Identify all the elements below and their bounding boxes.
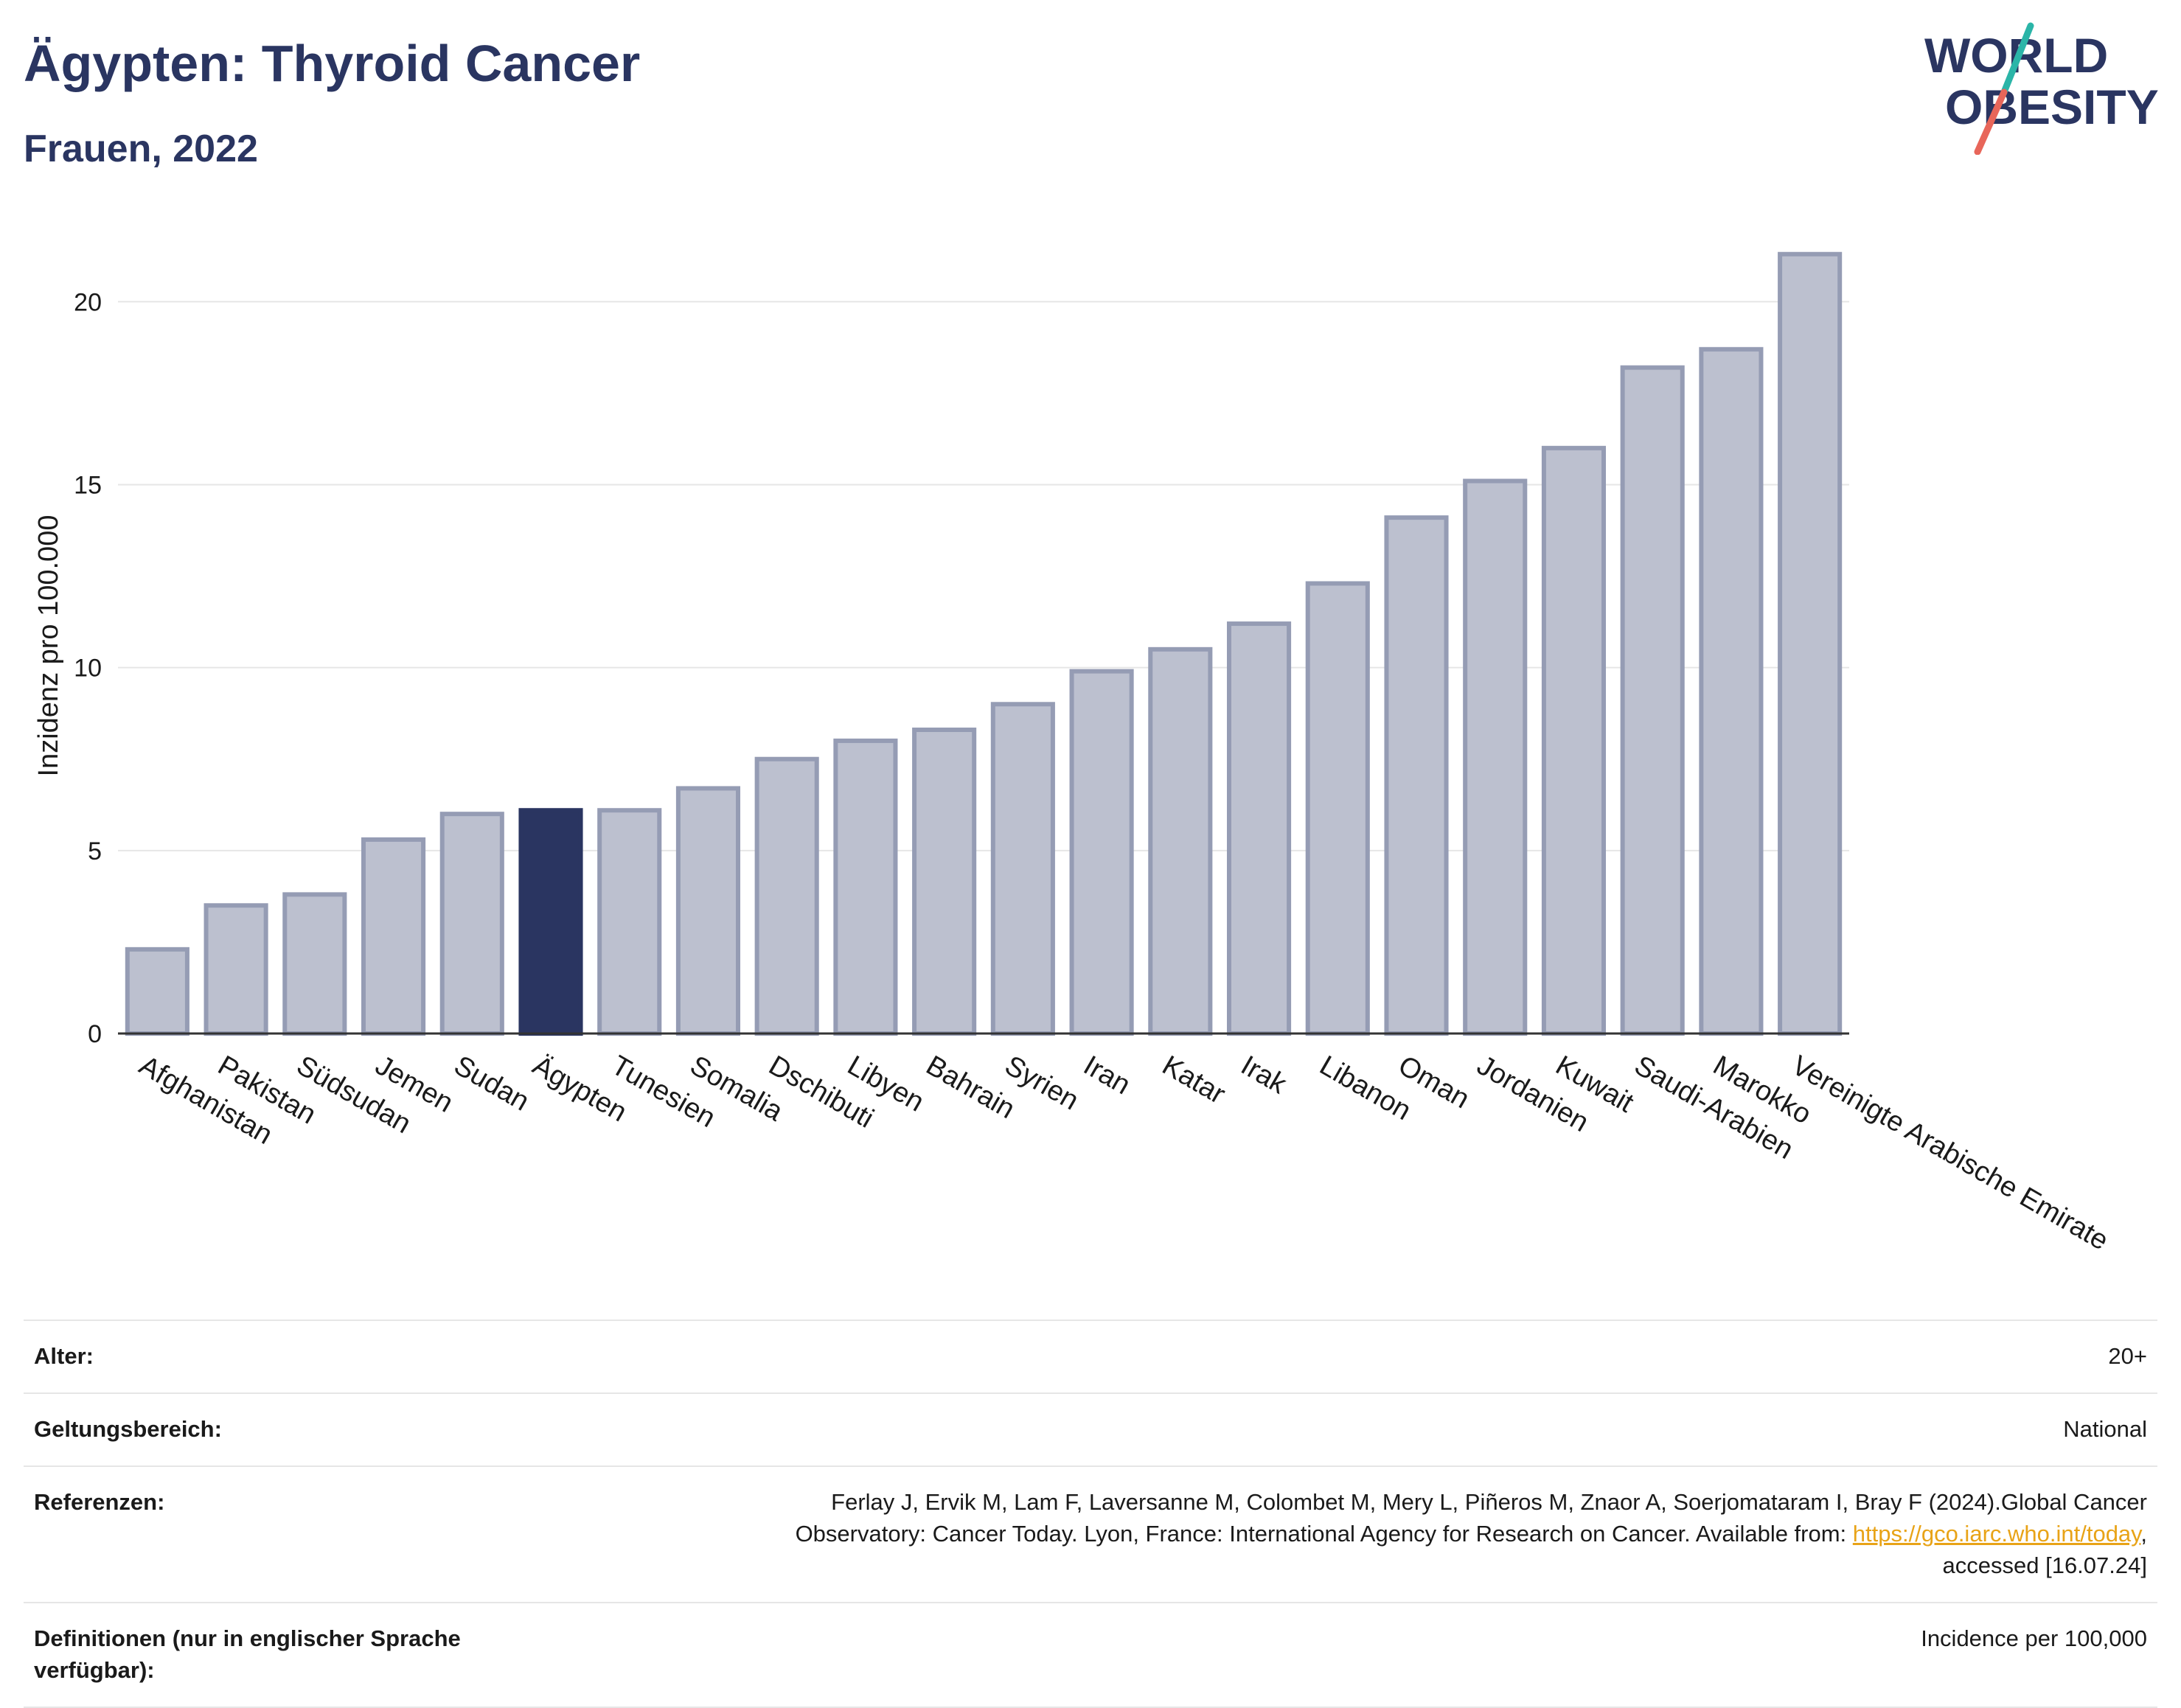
bar-2 (282, 892, 347, 1036)
meta-label-age: Alter: (34, 1343, 94, 1369)
bar-14 (1226, 621, 1292, 1036)
bar-21 (1778, 251, 1843, 1036)
bar-6 (597, 808, 662, 1036)
bar-17 (1463, 478, 1528, 1036)
bar-19 (1620, 365, 1685, 1036)
y-axis-label: Inzidenz pro 100.000 (33, 515, 64, 777)
logo-text-obesity: OBESITY (1945, 80, 2159, 134)
y-tick-label: 20 (74, 288, 102, 316)
logo-slash-top (2000, 22, 2034, 96)
bar-8 (754, 756, 819, 1036)
meta-row-references: Referenzen: Ferlay J, Ervik M, Lam F, La… (24, 1465, 2157, 1602)
x-tick-label: Iran (1078, 1050, 1135, 1101)
bar-20 (1699, 346, 1764, 1036)
meta-row-age: Alter: 20+ (24, 1320, 2157, 1392)
meta-label-definitions: Definitionen (nur in englischer Sprache … (34, 1625, 461, 1683)
y-tick-label: 5 (88, 837, 102, 865)
x-tick-label: Vereinigte Arabische Emirate (1787, 1050, 2114, 1256)
bar-13 (1148, 646, 1213, 1036)
bar-1 (204, 903, 268, 1036)
y-tick-label: 10 (74, 655, 102, 683)
meta-label-references: Referenzen: (34, 1489, 165, 1515)
meta-value-scope: National (2063, 1416, 2147, 1442)
logo-slash-bottom (1974, 88, 2008, 155)
world-obesity-logo: WORLD OBESITY (1924, 22, 2159, 155)
y-tick-label: 15 (74, 471, 102, 499)
reference-text-line2-end: , (2140, 1521, 2147, 1547)
x-tick-label: Katar (1157, 1050, 1231, 1110)
bar-10 (912, 728, 977, 1036)
reference-link[interactable]: https://gco.iarc.who.int/today (1852, 1521, 2141, 1547)
meta-label-scope: Geltungsbereich: (34, 1416, 222, 1442)
reference-text-line1: Ferlay J, Ervik M, Lam F, Laversanne M, … (831, 1489, 2147, 1515)
x-tick-label: Irak (1236, 1050, 1293, 1101)
bar-15 (1305, 581, 1370, 1036)
bar-16 (1384, 515, 1449, 1036)
bar-0 (125, 947, 189, 1036)
x-tick-label: Sudan (449, 1050, 535, 1117)
meta-row-definitions: Definitionen (nur in englischer Sprache … (24, 1602, 2157, 1708)
bar-3 (361, 837, 426, 1036)
page-title: Ägypten: Thyroid Cancer (24, 35, 641, 92)
bar-4 (439, 812, 504, 1036)
reference-text-line2: Observatory: Cancer Today. Lyon, France:… (795, 1521, 1853, 1547)
bar-7 (675, 786, 741, 1036)
y-tick-label: 0 (88, 1020, 102, 1048)
bar-12 (1069, 669, 1134, 1036)
bar-18 (1541, 445, 1607, 1036)
meta-row-scope: Geltungsbereich: National (24, 1392, 2157, 1465)
page-subtitle: Frauen, 2022 (24, 128, 258, 170)
bar-11 (990, 702, 1055, 1036)
bar-9 (833, 738, 898, 1036)
meta-value-age: 20+ (2108, 1343, 2147, 1369)
x-tick-label: Bahrain (921, 1050, 1020, 1125)
metadata-table: Alter: 20+ Geltungsbereich: National Ref… (24, 1320, 2157, 1708)
meta-value-definitions: Incidence per 100,000 (1921, 1625, 2147, 1651)
x-tick-label: Libanon (1315, 1050, 1416, 1126)
bar-5 (518, 808, 583, 1036)
reference-text-line3: accessed [16.07.24] (1942, 1552, 2147, 1578)
meta-value-references: Ferlay J, Ervik M, Lam F, Laversanne M, … (565, 1486, 2147, 1581)
